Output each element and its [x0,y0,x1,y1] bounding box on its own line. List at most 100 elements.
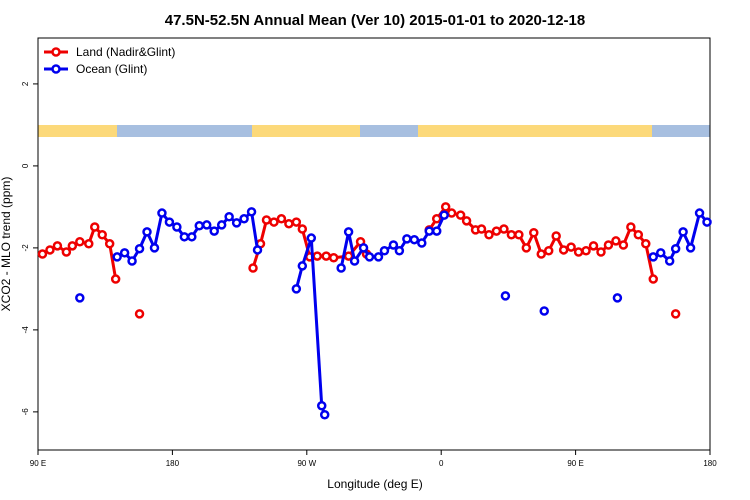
data-point [37,249,48,259]
data-point [670,309,681,319]
data-point [291,284,302,294]
x-tick-label: 90 E [567,459,583,468]
data-point [89,222,100,232]
data-point [269,217,279,227]
map-ocean [652,125,710,137]
data-point [455,210,466,220]
data-point [110,274,121,284]
data-point [119,248,130,258]
data-point [67,241,78,251]
data-point [655,248,666,258]
data-point [142,227,152,237]
data-point [149,243,160,253]
data-point [500,291,511,301]
data-point [134,309,145,319]
data-point [536,249,547,259]
data-point [246,207,257,217]
data-point [424,226,435,236]
data-point [75,293,85,303]
data-point [261,215,272,225]
data-point [521,243,532,253]
data-point [297,261,308,271]
data-point [543,246,554,256]
data-point [491,226,502,236]
data-point [603,240,614,250]
data-point [626,222,636,232]
data-point [134,243,145,254]
data-point [321,251,331,261]
data-point [612,293,623,303]
data-point [104,239,115,249]
data-point [379,246,390,256]
data-point [402,234,412,244]
y-tick-label: -4 [21,326,30,334]
data-point [336,263,346,273]
data-point [201,220,212,230]
data-point [209,226,219,236]
data-point [164,217,175,227]
data-point [112,252,122,262]
data-point [319,409,330,420]
plot-frame [37,37,711,451]
y-tick-label: 0 [21,163,30,168]
data-point [539,306,549,316]
data-point [252,245,263,255]
data-point [373,252,384,262]
data-point [231,218,242,228]
data-point [702,217,712,227]
data-point [514,230,524,240]
y-axis-label: XCO2 - MLO trend (ppm) [0,177,13,312]
x-tick-label: 90 E [30,459,46,468]
data-point [431,226,442,236]
data-point [316,400,327,411]
data-point [224,211,234,222]
data-point [529,227,539,238]
data-point [641,239,651,249]
data-point [84,239,94,249]
data-point [506,230,517,240]
map-ocean [117,125,252,137]
data-point [284,218,294,229]
data-point [440,202,451,212]
x-tick-label: 90 W [297,459,316,468]
data-point [694,208,705,218]
x-tick-label: 180 [703,459,717,468]
data-point [439,210,449,220]
data-point [476,224,487,234]
data-point [61,247,72,257]
data-point [127,256,137,266]
x-axis-label: Longitude (deg E) [327,477,422,491]
data-point [239,214,249,224]
data-point [633,230,644,240]
data-point [551,231,561,241]
data-point [611,236,621,246]
data-point [52,241,63,251]
data-point [648,252,659,262]
data-point [685,243,696,253]
data-point [248,263,258,273]
data-point [297,224,308,234]
data-point [45,245,55,255]
data-point [558,245,569,255]
data-point [446,208,457,218]
data-point [499,224,509,234]
map-ocean [360,125,418,137]
data-point [306,233,317,243]
data-point [596,247,606,257]
data-point [312,251,323,261]
data-point [358,243,369,253]
data-point [388,240,399,250]
legend-label: Ocean (Glint) [76,62,147,76]
data-point [291,217,302,227]
x-tick-label: 180 [166,459,180,468]
data-point [566,242,576,252]
data-point [618,240,629,250]
data-point [172,222,182,232]
data-point [157,208,167,218]
legend-marker [51,47,61,57]
chart-title: 47.5N-52.5N Annual Mean (Ver 10) 2015-01… [165,12,585,29]
data-point [588,241,599,251]
data-point [343,227,354,237]
data-point [409,234,420,245]
